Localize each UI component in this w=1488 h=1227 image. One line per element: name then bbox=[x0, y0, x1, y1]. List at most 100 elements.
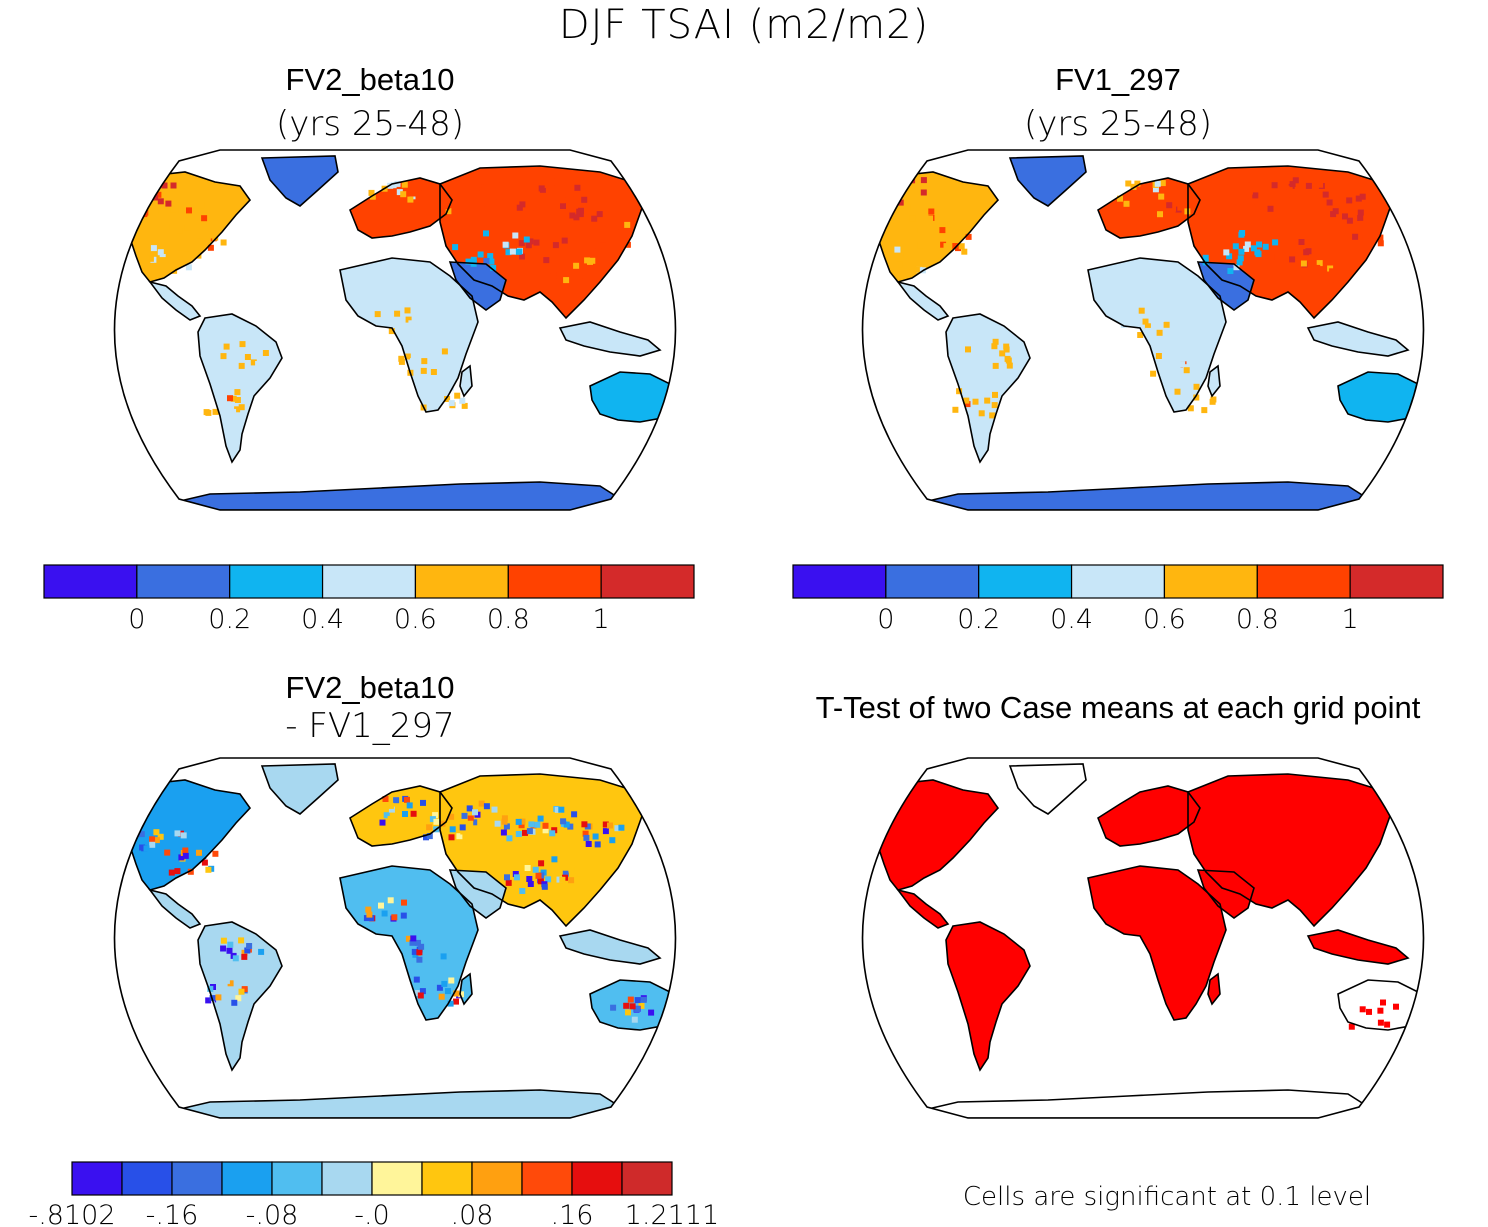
grid-cell bbox=[453, 990, 460, 997]
grid-cell bbox=[1342, 213, 1348, 220]
grid-cell bbox=[600, 236, 607, 243]
grid-cell bbox=[454, 392, 461, 399]
grid-cell bbox=[882, 191, 889, 198]
grid-cell bbox=[1300, 260, 1307, 267]
grid-cell bbox=[1317, 181, 1323, 188]
grid-cell bbox=[133, 198, 140, 205]
grid-cell bbox=[1187, 405, 1194, 412]
grid-cell bbox=[104, 213, 110, 219]
grid-cell bbox=[542, 207, 549, 214]
grid-cell bbox=[431, 356, 438, 362]
coastline-south_america bbox=[945, 313, 1031, 464]
grid-cell bbox=[461, 812, 468, 819]
grid-cell bbox=[212, 408, 219, 415]
grid-cell bbox=[631, 1016, 638, 1023]
grid-cell bbox=[158, 208, 165, 215]
grid-cell bbox=[1128, 318, 1135, 325]
grid-cell bbox=[438, 196, 445, 202]
colorbar-bin bbox=[271, 1161, 323, 1196]
grid-cell bbox=[562, 870, 569, 877]
grid-cell bbox=[398, 355, 405, 362]
grid-cell bbox=[1301, 194, 1308, 201]
coastline-madagascar bbox=[1207, 364, 1221, 398]
grid-cell bbox=[368, 915, 375, 921]
grid-cell bbox=[537, 815, 544, 822]
grid-cell bbox=[357, 912, 364, 919]
colorbar-bin bbox=[571, 1161, 623, 1196]
grid-cell bbox=[394, 310, 401, 317]
grid-cell bbox=[1155, 353, 1162, 359]
grid-cell bbox=[401, 899, 407, 906]
grid-cell bbox=[567, 197, 574, 204]
grid-cell bbox=[571, 811, 578, 818]
grid-cell bbox=[465, 258, 472, 265]
land-europe bbox=[350, 178, 452, 238]
grid-cell bbox=[152, 194, 159, 201]
grid-cell bbox=[1006, 362, 1013, 369]
grid-cell bbox=[1193, 394, 1200, 401]
grid-cell bbox=[178, 206, 185, 213]
grid-cell bbox=[927, 215, 933, 222]
grid-cell bbox=[406, 802, 413, 809]
coastline-nz bbox=[1442, 414, 1454, 438]
grid-cell bbox=[447, 1000, 454, 1007]
grid-cell bbox=[1158, 193, 1165, 200]
grid-cell bbox=[1248, 182, 1255, 189]
grid-cell bbox=[629, 1003, 636, 1010]
grid-cell bbox=[1377, 240, 1384, 247]
grid-cell bbox=[596, 211, 603, 218]
grid-cell bbox=[989, 412, 996, 419]
grid-cell bbox=[1256, 241, 1262, 248]
land-australia bbox=[1338, 372, 1424, 422]
grid-cell bbox=[460, 828, 467, 835]
grid-cell bbox=[186, 207, 192, 214]
grid-cell bbox=[391, 914, 398, 921]
non-significant-cell bbox=[940, 868, 947, 874]
grid-cell bbox=[1305, 182, 1312, 189]
coastline-madagascar bbox=[459, 364, 473, 398]
colorbar-bin bbox=[229, 564, 324, 599]
grid-cell bbox=[410, 810, 417, 817]
grid-cell bbox=[567, 190, 574, 197]
colorbar-tick-label: 1.2111 bbox=[625, 1200, 719, 1227]
coastline-antarctica bbox=[897, 481, 1371, 510]
grid-cell bbox=[412, 199, 419, 206]
grid-cell bbox=[227, 395, 233, 402]
grid-cell bbox=[227, 941, 234, 948]
grid-cell bbox=[487, 253, 494, 260]
grid-cell bbox=[426, 824, 433, 831]
land-antarctica bbox=[898, 1090, 1370, 1118]
grid-cell bbox=[573, 214, 580, 221]
grid-cell bbox=[363, 915, 370, 922]
grid-cell bbox=[153, 837, 160, 844]
grid-cell bbox=[559, 197, 566, 204]
grid-cell bbox=[136, 179, 143, 186]
grid-cell bbox=[587, 275, 593, 282]
grid-cell bbox=[415, 190, 422, 197]
coastline-nz bbox=[694, 414, 706, 438]
grid-cell bbox=[1238, 231, 1245, 238]
grid-cell bbox=[174, 868, 181, 875]
coastline-arabia bbox=[1196, 869, 1255, 919]
grid-cell bbox=[404, 353, 411, 360]
grid-cell bbox=[952, 243, 959, 249]
grid-cell bbox=[483, 803, 490, 810]
grid-cell bbox=[1232, 243, 1239, 250]
grid-cell bbox=[1252, 192, 1259, 199]
grid-cell bbox=[634, 997, 641, 1004]
grid-cell bbox=[131, 808, 137, 815]
grid-cell bbox=[519, 818, 526, 825]
grid-cell bbox=[98, 799, 104, 805]
grid-cell bbox=[441, 980, 448, 987]
grid-cell bbox=[416, 949, 423, 956]
land-arabia bbox=[1198, 262, 1254, 310]
grid-cell bbox=[138, 831, 145, 838]
grid-cell bbox=[170, 182, 177, 189]
colorbar-bin bbox=[600, 564, 695, 599]
grid-cell bbox=[1355, 195, 1362, 202]
significant-region-indonesia bbox=[1308, 930, 1408, 964]
grid-cell bbox=[582, 830, 589, 837]
grid-cell bbox=[601, 214, 608, 221]
grid-cell bbox=[1289, 181, 1296, 188]
grid-cell bbox=[583, 834, 590, 841]
